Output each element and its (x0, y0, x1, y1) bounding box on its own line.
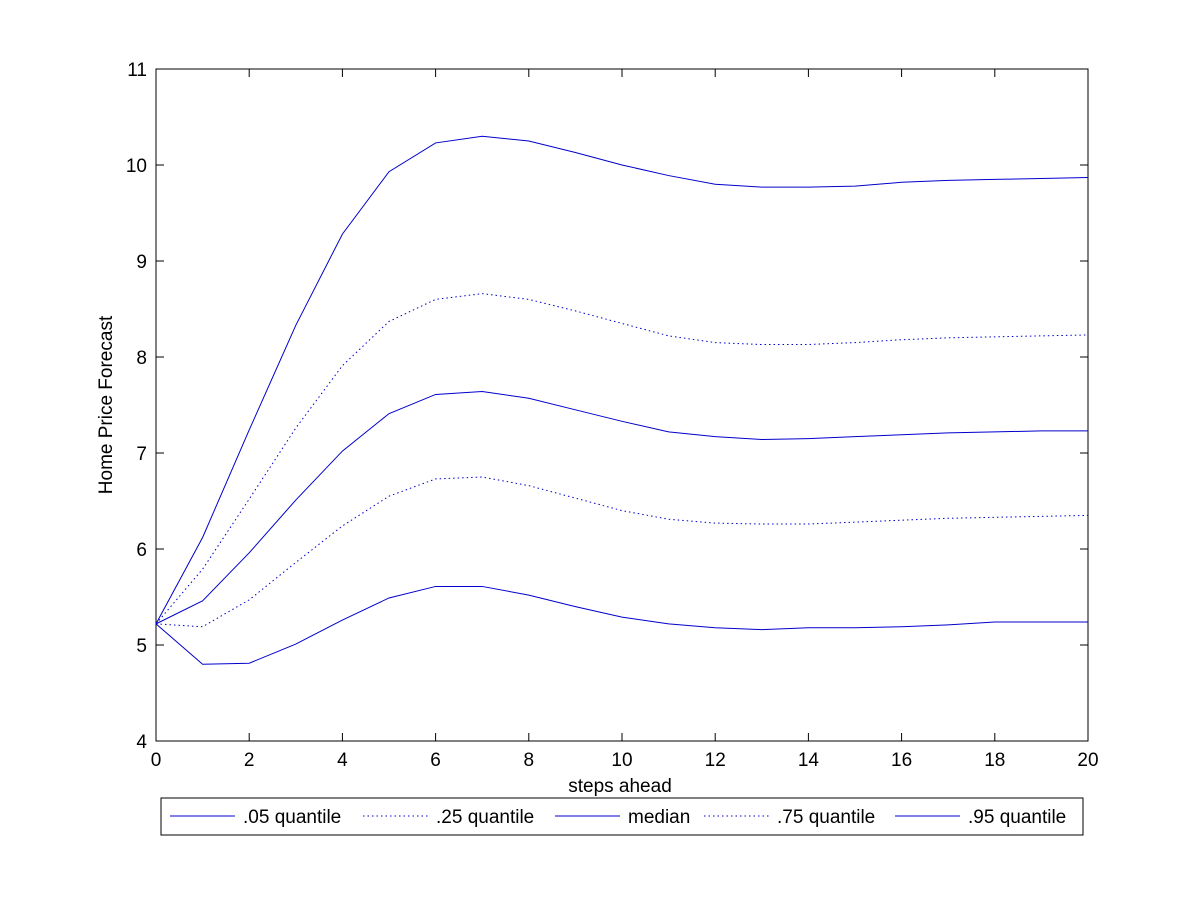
legend: .05 quantile .25 quantile median .75 quanti… (160, 797, 1084, 836)
axis-ticks (155, 68, 1089, 742)
y-tick-label: 7 (136, 444, 147, 465)
series-line-0 (155, 585, 1088, 665)
x-tick-label: 20 (1077, 750, 1098, 771)
y-axis-label: Home Price Forecast (96, 315, 117, 494)
x-tick-label: 14 (798, 750, 820, 771)
series-line-2 (155, 391, 1088, 625)
x-tick-label: 2 (244, 750, 255, 771)
plot-area (155, 68, 1089, 742)
x-axis-label: steps ahead (568, 776, 672, 797)
y-tick-label: 5 (136, 636, 147, 657)
x-tick-label: 18 (984, 750, 1005, 771)
x-tick-label: 10 (611, 750, 632, 771)
x-tick-label: 4 (337, 750, 348, 771)
y-tick-label: 4 (136, 732, 147, 753)
series-line-3 (155, 293, 1089, 625)
x-tick-label: 0 (151, 750, 162, 771)
y-tick-label: 8 (136, 348, 147, 369)
y-tick-label: 11 (127, 60, 147, 81)
y-tick-label: 10 (126, 156, 147, 177)
legend-label: .25 quantile (436, 807, 534, 828)
x-tick-label: 8 (524, 750, 535, 771)
x-tick-label: 16 (891, 750, 912, 771)
series-line-4 (155, 135, 1089, 625)
axis-tick-labels: 0 2 4 6 8 10 12 14 16 18 20 4 5 6 7 8 9 10 11 (126, 60, 1099, 771)
legend-label: median (628, 807, 690, 828)
x-tick-label: 6 (430, 750, 441, 771)
x-tick-label: 12 (705, 750, 726, 771)
legend-label: .95 quantile (968, 807, 1066, 828)
legend-label: .75 quantile (777, 807, 875, 828)
series-lines (155, 135, 1089, 665)
y-tick-label: 9 (136, 252, 147, 273)
legend-label: .05 quantile (243, 807, 341, 828)
y-tick-label: 6 (136, 540, 147, 561)
